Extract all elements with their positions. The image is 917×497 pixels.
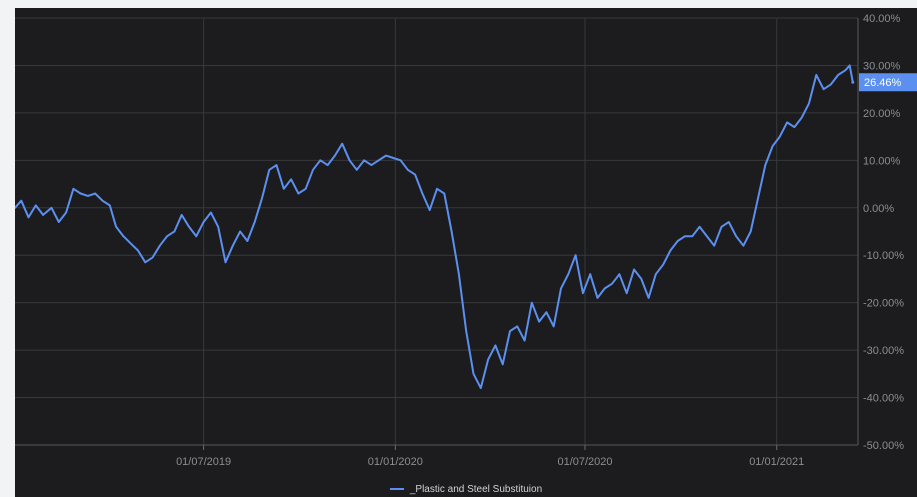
series-last-point	[851, 80, 855, 84]
y-tick-label: 0.00%	[863, 203, 894, 215]
last-value-badge	[859, 73, 917, 92]
x-tick-label: 01/07/2019	[176, 456, 231, 468]
legend-label: _Plastic and Steel Substituion	[409, 483, 543, 495]
last-value-label: 26.46%	[864, 77, 902, 89]
y-tick-label: 30.00%	[863, 60, 901, 72]
y-tick-label: -10.00%	[863, 250, 904, 262]
y-tick-label: -50.00%	[863, 440, 904, 452]
y-tick-label: 20.00%	[863, 108, 901, 120]
x-tick-label: 01/01/2021	[749, 456, 804, 468]
x-tick-label: 01/01/2020	[368, 456, 423, 468]
y-tick-label: 40.00%	[863, 13, 901, 25]
line-chart: 40.00% 30.00% 20.00% 10.00% 0.00% -10.00% -20.…	[15, 13, 917, 468]
x-tick-label: 01/07/2020	[557, 456, 612, 468]
y-tick-label: -40.00%	[863, 393, 904, 405]
chart-legend[interactable]: _Plastic and Steel Substituion	[15, 481, 917, 497]
series-line	[15, 64, 854, 390]
chart-frame: 40.00% 30.00% 20.00% 10.00% 0.00% -10.00% -20.…	[15, 8, 917, 497]
y-tick-label: -20.00%	[863, 298, 904, 310]
y-tick-label: 10.00%	[863, 155, 901, 167]
y-tick-label: -30.00%	[863, 345, 904, 357]
legend-swatch	[389, 488, 404, 490]
